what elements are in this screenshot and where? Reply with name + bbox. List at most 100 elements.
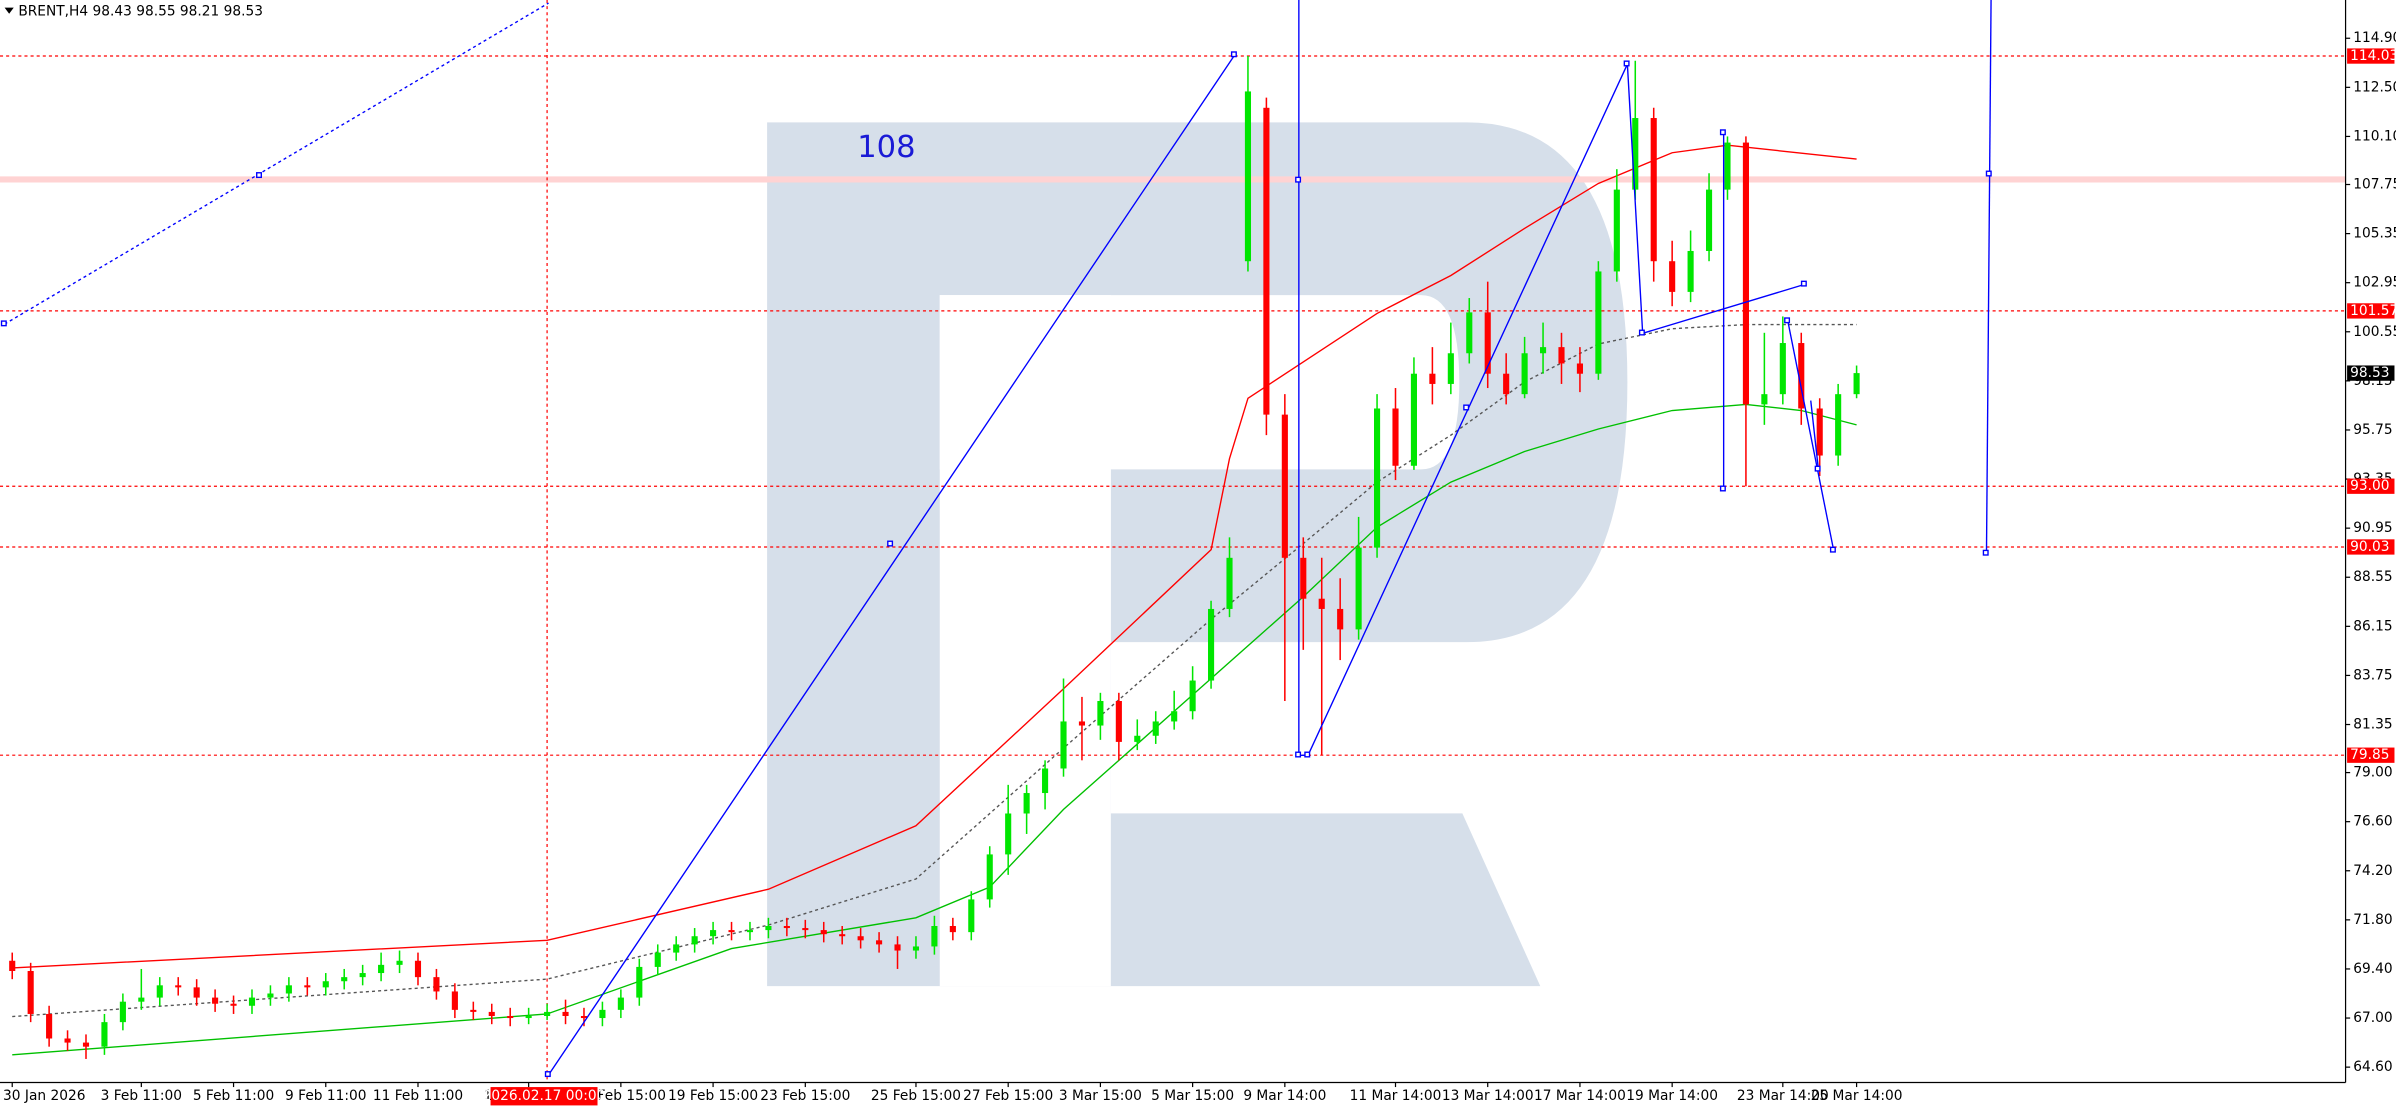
candle-body xyxy=(414,960,422,978)
candle-body xyxy=(1281,414,1288,558)
candle-body xyxy=(1060,721,1067,769)
x-tick-label: 11 Feb 11:00 xyxy=(373,1088,463,1104)
candle-body xyxy=(230,1003,237,1006)
candle-body xyxy=(267,993,274,998)
crosshair-label-box xyxy=(490,1087,598,1106)
candle-body xyxy=(1484,312,1491,374)
y-tick-label: 102.95 xyxy=(2353,275,2396,291)
anchor xyxy=(1985,170,1992,177)
candle-body xyxy=(636,966,643,998)
crosshair-label: 2026.02.17 00:00 xyxy=(483,1088,606,1104)
anchor xyxy=(1304,751,1311,758)
x-tick-label: 17 Mar 14:00 xyxy=(1534,1088,1626,1104)
y-tick-label: 79.00 xyxy=(2353,765,2392,781)
x-tick-label: 23 Mar 14:00 xyxy=(1737,1088,1829,1104)
candle-body xyxy=(248,997,256,1006)
y-tick-label: 74.20 xyxy=(2353,863,2392,879)
candle-body xyxy=(359,973,366,978)
x-tick-label: 11 Mar 14:00 xyxy=(1350,1088,1442,1104)
anchor xyxy=(0,320,7,327)
candle-body xyxy=(876,940,883,945)
candle-body xyxy=(175,985,182,988)
y-tick-label: 67.00 xyxy=(2353,1010,2392,1026)
candle-body xyxy=(1078,721,1086,726)
candle-body xyxy=(1521,353,1528,395)
candle-body xyxy=(1576,363,1583,374)
candle-body xyxy=(1853,373,1860,395)
candle-body xyxy=(1761,394,1768,405)
moving-average xyxy=(12,323,1857,1018)
plot-area: 108 xyxy=(0,0,2346,1083)
level-label: 90.03 xyxy=(2350,539,2389,555)
candle-body xyxy=(1466,312,1473,354)
candle-body xyxy=(1226,557,1233,609)
x-tick-label: 5 Mar 15:00 xyxy=(1151,1088,1234,1104)
anchor xyxy=(887,540,894,547)
candle-body xyxy=(27,970,34,1014)
candle-body xyxy=(986,854,993,900)
x-tick-label: 19 Mar 14:00 xyxy=(1626,1088,1718,1104)
candle-body xyxy=(710,930,717,937)
level-label-box xyxy=(2347,747,2395,763)
candle-body xyxy=(285,985,292,994)
candle-body xyxy=(839,934,846,937)
level-label-box xyxy=(2347,303,2395,319)
candle-body xyxy=(1558,347,1565,364)
candle-body xyxy=(1300,557,1307,599)
y-tick-label: 86.15 xyxy=(2353,618,2392,634)
y-tick-label: 81.35 xyxy=(2353,717,2392,733)
candle-body xyxy=(1392,408,1399,466)
x-tick-label: 3 Mar 15:00 xyxy=(1059,1088,1142,1104)
candle-body xyxy=(304,985,311,988)
level-label: 79.85 xyxy=(2350,747,2389,763)
anchor xyxy=(1800,280,1807,287)
candle-body xyxy=(728,930,735,933)
trend-line xyxy=(548,54,1236,1076)
logo-cut xyxy=(939,295,1460,470)
x-tick-label: 3 Feb 11:00 xyxy=(101,1088,182,1104)
price-label-box xyxy=(2347,365,2395,381)
level-label: 114.03 xyxy=(2350,48,2396,64)
candle-body xyxy=(1263,107,1270,415)
anchor xyxy=(1295,751,1302,758)
y-tick-label: 69.40 xyxy=(2353,961,2392,977)
candle-body xyxy=(212,997,219,1004)
x-tick-label: 9 Feb 11:00 xyxy=(285,1088,366,1104)
candle-body xyxy=(193,987,200,998)
x-tick-label: 17 Feb 15:00 xyxy=(576,1088,666,1104)
x-tick-label: 30 Jan 2026 xyxy=(3,1088,85,1104)
candle-body xyxy=(451,991,458,1010)
candle-body xyxy=(322,981,329,988)
y-tick-label: 95.75 xyxy=(2353,422,2392,438)
anchor xyxy=(1623,60,1630,67)
candle-body xyxy=(396,960,403,965)
candle-body xyxy=(544,1011,551,1017)
anchor xyxy=(544,1071,551,1078)
candle-body xyxy=(1374,408,1381,548)
x-tick-label: 9 Mar 14:00 xyxy=(1243,1088,1326,1104)
y-tick-label: 112.50 xyxy=(2353,79,2396,95)
chart-title: BRENT,H4 98.43 98.55 98.21 98.53 xyxy=(18,3,263,19)
candle-body xyxy=(46,1013,53,1039)
candle-body xyxy=(1134,735,1141,742)
anchor xyxy=(1784,317,1791,324)
x-tick-label: 25 Mar 14:00 xyxy=(1811,1088,1903,1104)
candle-body xyxy=(580,1016,588,1019)
x-tick-label: 25 Feb 15:00 xyxy=(871,1088,961,1104)
candle-body xyxy=(1687,250,1694,292)
candle-body xyxy=(82,1042,90,1047)
y-tick-label: 105.35 xyxy=(2353,226,2396,242)
level-label-box xyxy=(2347,478,2395,494)
candle-body xyxy=(1632,118,1639,190)
candle-body xyxy=(507,1016,514,1019)
candle-body xyxy=(1042,768,1049,794)
candle-body xyxy=(691,936,698,945)
candle-body xyxy=(599,1009,606,1019)
candle-body xyxy=(1318,598,1325,609)
candle-body xyxy=(1503,373,1510,395)
candle-body xyxy=(470,1009,477,1012)
candle-body xyxy=(119,1001,126,1023)
anchor xyxy=(1463,404,1470,411)
